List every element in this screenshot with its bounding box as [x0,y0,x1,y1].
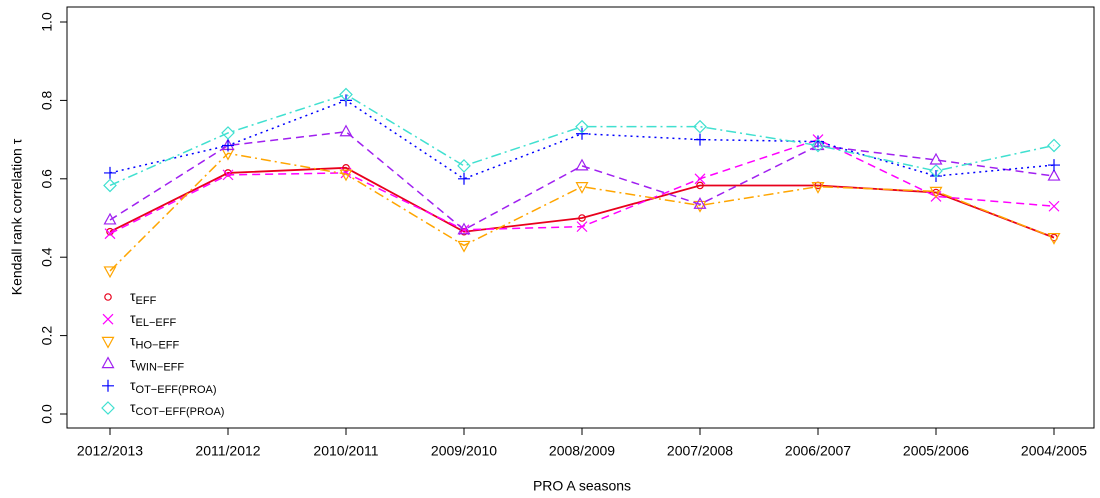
data-point [222,139,234,152]
x-tick-label: 2004/2005 [1021,443,1087,459]
data-point [694,173,706,185]
x-tick-label: 2005/2006 [903,443,969,459]
legend-marker [101,336,115,349]
data-point [458,172,470,185]
data-point [930,170,942,183]
data-point [460,227,468,236]
data-point [693,197,707,209]
data-point [342,164,350,172]
data-point [575,182,589,194]
y-axis-label: Kendall rank correlation τ [9,138,25,295]
y-tick-label: 0.6 [39,169,55,189]
data-point [457,240,471,253]
legend-marker [101,356,115,369]
data-point [1048,200,1060,212]
data-point [576,127,588,140]
data-point [1048,159,1060,172]
data-point [457,159,471,173]
data-point [693,119,707,134]
data-point [103,178,117,193]
data-point [457,222,471,235]
data-point [929,152,943,165]
data-point [103,266,117,279]
legend-marker [102,313,114,325]
data-point [104,166,116,179]
x-tick-label: 2007/2008 [667,443,733,459]
x-tick-label: 2010/2011 [313,443,378,459]
data-point [339,124,353,137]
legend-label: τOT−EFF(PROA) [130,377,217,396]
plot-frame [66,6,1095,429]
data-point [696,181,704,190]
data-point [103,212,117,225]
x-tick-label: 2006/2007 [785,443,851,459]
y-tick-label: 0.8 [39,90,55,110]
data-point [578,214,586,222]
data-point [811,138,825,151]
data-point [929,186,943,199]
legend-label: τEFF [130,288,157,307]
data-point [811,138,825,153]
data-point [104,228,116,240]
data-point [339,87,353,102]
y-tick-label: 0.2 [39,326,55,346]
x-tick-label: 2008/2009 [549,443,615,459]
data-point [812,135,824,148]
legend-label: τCOT−EFF(PROA) [130,399,224,418]
series-line [109,93,1055,187]
legend-marker [101,401,115,415]
data-point [694,133,706,146]
legend-marker [104,293,112,301]
legend-label: τWIN−EFF [130,354,184,373]
legend-marker [102,379,114,392]
x-tick-label: 2009/2010 [431,443,497,459]
x-tick-label: 2011/2012 [195,443,260,459]
series-line [109,152,1055,272]
series-line [109,138,1055,235]
x-axis-label: PRO A seasons [533,478,631,494]
y-tick-label: 1.0 [39,12,55,32]
data-point [1047,233,1061,245]
x-tick-label: 2012/2013 [77,443,143,459]
series-line [109,166,1055,239]
data-point [693,200,707,213]
y-tick-label: 0.4 [39,247,55,267]
data-point [576,221,588,233]
data-point [575,119,589,134]
y-tick-label: 0.0 [39,404,55,424]
data-point [339,169,353,182]
data-point [929,164,943,178]
data-point [221,126,235,140]
data-point [575,158,589,171]
data-point [222,169,234,181]
legend-label: τHO−EFF [130,332,180,351]
data-point [1047,168,1061,181]
data-point [811,182,825,194]
series-line [109,99,1055,180]
legend-label: τEL−EFF [130,310,176,329]
data-point [224,169,232,177]
data-point [1047,138,1061,153]
